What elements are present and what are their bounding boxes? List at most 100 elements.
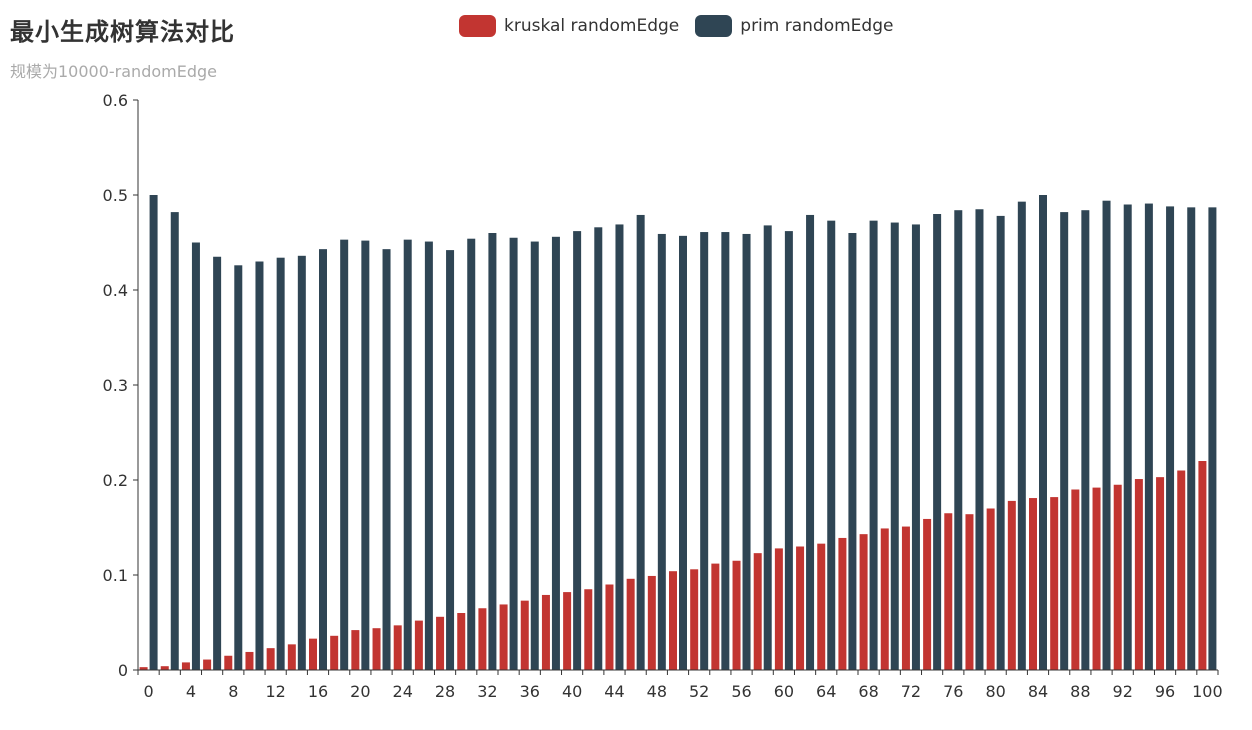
bar-prim-80[interactable]: [996, 215, 1005, 670]
bar-prim-34[interactable]: [509, 237, 518, 670]
bar-prim-14[interactable]: [297, 255, 306, 671]
bar-kruskal-44[interactable]: [605, 584, 614, 671]
bar-kruskal-30[interactable]: [457, 613, 466, 670]
bar-kruskal-34[interactable]: [499, 604, 508, 670]
bar-prim-92[interactable]: [1123, 204, 1132, 671]
bar-prim-30[interactable]: [467, 238, 476, 670]
bar-kruskal-94[interactable]: [1134, 479, 1143, 670]
bar-prim-82[interactable]: [1017, 201, 1026, 670]
bar-prim-68[interactable]: [869, 220, 878, 670]
bar-prim-90[interactable]: [1102, 200, 1111, 670]
bar-prim-0[interactable]: [149, 195, 158, 670]
bar-kruskal-26[interactable]: [414, 620, 423, 670]
bar-kruskal-42[interactable]: [584, 589, 593, 670]
bar-prim-86[interactable]: [1060, 212, 1069, 670]
bar-kruskal-80[interactable]: [986, 508, 995, 671]
bar-prim-12[interactable]: [276, 257, 285, 670]
bar-kruskal-22[interactable]: [372, 628, 381, 670]
bar-prim-58[interactable]: [763, 225, 772, 670]
bar-prim-48[interactable]: [657, 233, 666, 670]
bar-kruskal-90[interactable]: [1092, 487, 1101, 670]
bar-kruskal-40[interactable]: [563, 592, 572, 670]
bar-prim-70[interactable]: [890, 222, 899, 671]
bar-kruskal-4[interactable]: [181, 662, 190, 670]
bar-kruskal-8[interactable]: [224, 655, 233, 670]
bar-kruskal-14[interactable]: [287, 644, 296, 670]
bar-prim-60[interactable]: [784, 231, 793, 670]
bar-kruskal-92[interactable]: [1113, 484, 1122, 670]
bar-kruskal-74[interactable]: [923, 518, 932, 670]
bar-kruskal-52[interactable]: [690, 569, 699, 670]
bar-kruskal-50[interactable]: [669, 571, 677, 670]
bar-kruskal-60[interactable]: [774, 548, 783, 670]
bar-kruskal-66[interactable]: [838, 537, 847, 670]
bar-prim-2[interactable]: [170, 212, 179, 670]
bar-prim-24[interactable]: [403, 239, 412, 670]
bar-kruskal-0[interactable]: [139, 667, 148, 670]
bar-kruskal-78[interactable]: [965, 514, 974, 670]
bar-kruskal-100[interactable]: [1198, 461, 1207, 670]
bar-kruskal-70[interactable]: [880, 528, 889, 670]
bar-prim-54[interactable]: [721, 232, 730, 671]
bar-kruskal-96[interactable]: [1156, 477, 1165, 670]
bar-kruskal-56[interactable]: [732, 560, 741, 670]
bar-prim-62[interactable]: [806, 214, 815, 670]
bar-kruskal-20[interactable]: [351, 630, 360, 670]
bar-prim-50[interactable]: [679, 235, 687, 670]
legend-item-kruskal[interactable]: kruskal randomEdge: [459, 15, 679, 37]
bar-prim-88[interactable]: [1081, 210, 1090, 670]
bar-kruskal-16[interactable]: [309, 638, 317, 670]
bar-prim-74[interactable]: [933, 214, 942, 670]
bar-kruskal-62[interactable]: [796, 546, 805, 671]
bar-prim-8[interactable]: [234, 265, 243, 670]
bar-kruskal-54[interactable]: [711, 563, 720, 670]
bar-kruskal-68[interactable]: [859, 534, 868, 670]
bar-kruskal-82[interactable]: [1007, 500, 1016, 670]
bar-prim-76[interactable]: [954, 210, 963, 670]
bar-kruskal-76[interactable]: [944, 513, 953, 670]
bar-prim-32[interactable]: [488, 233, 497, 670]
bar-prim-98[interactable]: [1187, 207, 1196, 670]
bar-kruskal-38[interactable]: [541, 594, 550, 670]
bar-kruskal-32[interactable]: [478, 608, 487, 670]
bar-prim-94[interactable]: [1144, 203, 1153, 671]
bar-kruskal-12[interactable]: [266, 648, 275, 670]
bar-kruskal-88[interactable]: [1071, 489, 1080, 671]
bar-kruskal-28[interactable]: [436, 616, 445, 670]
bar-prim-46[interactable]: [636, 214, 645, 670]
bar-kruskal-98[interactable]: [1177, 470, 1186, 671]
bar-prim-26[interactable]: [424, 241, 433, 671]
bar-kruskal-18[interactable]: [330, 635, 339, 670]
bar-prim-66[interactable]: [848, 233, 857, 670]
bar-kruskal-58[interactable]: [753, 553, 762, 670]
bar-prim-36[interactable]: [530, 241, 539, 671]
bar-prim-20[interactable]: [361, 240, 370, 670]
bar-prim-18[interactable]: [340, 239, 349, 670]
bar-kruskal-10[interactable]: [245, 651, 254, 670]
bar-kruskal-36[interactable]: [520, 600, 529, 670]
bar-prim-96[interactable]: [1166, 206, 1175, 670]
bar-kruskal-6[interactable]: [203, 659, 212, 670]
bar-kruskal-2[interactable]: [160, 666, 169, 670]
bar-prim-56[interactable]: [742, 233, 751, 670]
bar-kruskal-64[interactable]: [817, 543, 826, 670]
legend-item-prim[interactable]: prim randomEdge: [695, 15, 893, 37]
bar-prim-16[interactable]: [319, 249, 327, 670]
bar-kruskal-72[interactable]: [901, 526, 910, 670]
bar-prim-40[interactable]: [573, 231, 582, 670]
bar-prim-64[interactable]: [827, 220, 836, 670]
bar-kruskal-24[interactable]: [393, 625, 402, 670]
bar-prim-28[interactable]: [446, 250, 455, 670]
bar-prim-42[interactable]: [594, 227, 603, 671]
bar-prim-22[interactable]: [382, 249, 391, 670]
bar-prim-72[interactable]: [911, 224, 920, 670]
bar-prim-44[interactable]: [615, 224, 624, 670]
bar-kruskal-48[interactable]: [647, 575, 656, 670]
bar-kruskal-84[interactable]: [1029, 498, 1037, 670]
bar-prim-38[interactable]: [551, 236, 560, 671]
bar-prim-4[interactable]: [191, 242, 200, 671]
bar-kruskal-86[interactable]: [1050, 497, 1059, 670]
bar-prim-84[interactable]: [1039, 195, 1047, 670]
bar-prim-10[interactable]: [255, 261, 264, 671]
bar-kruskal-46[interactable]: [626, 578, 635, 670]
